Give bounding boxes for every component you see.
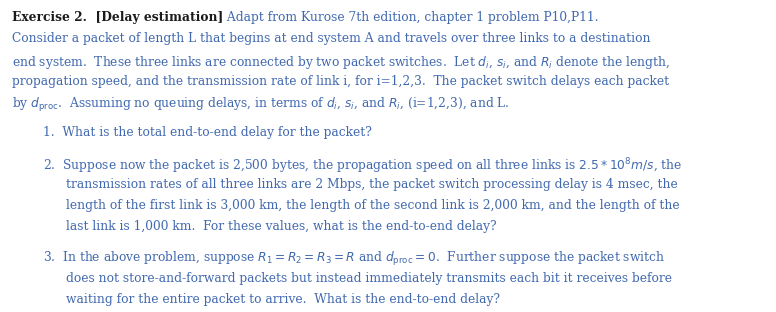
Text: 1.  What is the total end-to-end delay for the packet?: 1. What is the total end-to-end delay fo…	[43, 126, 372, 139]
Text: end system.  These three links are connected by two packet switches.  Let $d_i$,: end system. These three links are connec…	[12, 54, 670, 71]
Text: by $d_{\mathrm{proc}}$.  Assuming no queuing delays, in terms of $d_i$, $s_i$, a: by $d_{\mathrm{proc}}$. Assuming no queu…	[12, 96, 509, 115]
Text: Exercise 2.: Exercise 2.	[12, 11, 86, 24]
Text: 2.  Suppose now the packet is 2,500 bytes, the propagation speed on all three li: 2. Suppose now the packet is 2,500 bytes…	[43, 156, 682, 176]
Text: Consider a packet of length L that begins at end system A and travels over three: Consider a packet of length L that begin…	[12, 32, 650, 45]
Text: waiting for the entire packet to arrive.  What is the end-to-end delay?: waiting for the entire packet to arrive.…	[66, 293, 500, 306]
Text: propagation speed, and the transmission rate of link i, for i=1,2,3.  The packet: propagation speed, and the transmission …	[12, 75, 669, 88]
Text: Adapt from Kurose 7th edition, chapter 1 problem P10,P11.: Adapt from Kurose 7th edition, chapter 1…	[223, 11, 598, 24]
Text: 3.  In the above problem, suppose $R_1 = R_2 = R_3 = R$ and $d_{\mathrm{proc}} =: 3. In the above problem, suppose $R_1 = …	[43, 250, 665, 268]
Text: [Delay estimation]: [Delay estimation]	[86, 11, 223, 24]
Text: does not store-and-forward packets but instead immediately transmits each bit it: does not store-and-forward packets but i…	[66, 272, 672, 285]
Text: transmission rates of all three links are 2 Mbps, the packet switch processing d: transmission rates of all three links ar…	[66, 178, 677, 191]
Text: last link is 1,000 km.  For these values, what is the end-to-end delay?: last link is 1,000 km. For these values,…	[66, 220, 497, 233]
Text: length of the first link is 3,000 km, the length of the second link is 2,000 km,: length of the first link is 3,000 km, th…	[66, 199, 680, 212]
